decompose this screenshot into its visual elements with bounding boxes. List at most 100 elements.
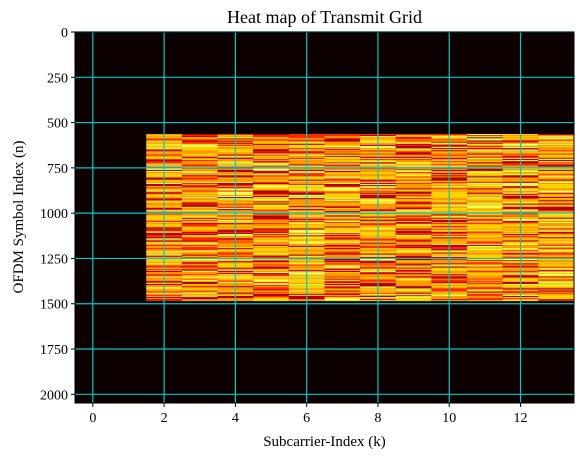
heatmap-cell [538,200,574,202]
heatmap-cell [324,179,361,182]
heatmap-cell [253,139,289,141]
heatmap-cell [253,215,289,217]
heatmap-cell [395,194,432,197]
heatmap-cell [467,176,503,178]
heatmap-cell [395,286,432,288]
heatmap-cell [253,173,289,175]
heatmap-cell [538,232,574,235]
heatmap-cell [467,172,503,174]
heatmap-cell [253,218,289,221]
heatmap-cell [538,205,574,208]
heatmap-cell [467,248,503,250]
heatmap-cell [538,227,574,229]
heatmap-cell [395,172,432,174]
y-tick-label: 250 [47,71,68,86]
heatmap-cell [253,273,289,275]
heatmap-cell [181,206,218,209]
heatmap-cell [467,255,503,258]
heatmap-cell [395,177,432,179]
heatmap-cell [467,214,503,216]
heatmap-cell [538,174,574,176]
heatmap-cell [253,238,289,240]
heatmap-cell [253,231,289,234]
heatmap-cell [467,264,503,266]
heatmap-cell [181,198,218,200]
heatmap-cell [181,137,218,139]
heatmap-cell [538,207,574,210]
heatmap-cell [538,266,574,268]
heatmap-cell [181,169,218,172]
heatmap-cell [181,273,218,275]
heatmap-cell [538,186,574,188]
heatmap-cell [324,230,361,233]
heatmap-cell [253,192,289,195]
heatmap-cell [324,262,361,264]
heatmap-cell [253,180,289,183]
heatmap-cell [324,270,361,273]
heatmap-cell [253,194,289,197]
heatmap-cell [538,263,574,265]
heatmap-cell [324,202,361,204]
heatmap-cell [324,295,361,298]
heatmap-cell [253,291,289,293]
heatmap-cell [324,164,361,166]
y-tick-label: 1750 [40,343,68,358]
heatmap-cell [538,243,574,246]
heatmap-cell [538,222,574,224]
heatmap-cell [538,178,574,180]
heatmap-cell [467,208,503,211]
heatmap-cell [181,299,218,301]
heatmap-cell [538,223,574,225]
heatmap-cell [181,244,218,247]
heatmap-cell [324,165,361,167]
heatmap-cell [181,253,218,255]
x-axis-label: Subcarrier-Index (k) [263,434,386,450]
heatmap-cell [467,281,503,284]
heatmap-cell [324,198,361,200]
heatmap-cell [395,247,432,249]
y-tick-label: 0 [61,26,68,41]
heatmap-cell [181,241,218,243]
heatmap-cell [253,140,289,142]
heatmap-cell [395,170,432,173]
heatmap-cell [467,148,503,150]
heatmap-cell [395,147,432,149]
heatmap-cell [181,254,218,257]
heatmap-cell [538,210,574,212]
heatmap-cell [538,188,574,190]
heatmap-cell [467,174,503,176]
heatmap-cell [253,274,289,276]
heatmap-cell [181,150,218,152]
heatmap-cell [324,267,361,270]
heatmap-cell [324,278,361,280]
heatmap-cell [324,223,361,225]
heatmap-cell [395,150,432,152]
heatmap-cell [467,295,503,298]
heatmap-cell [538,289,574,291]
heatmap-cell [467,165,503,167]
heatmap-cell [181,174,218,176]
heatmap-cell [181,256,218,259]
heatmap-cell [467,170,503,173]
heatmap-cell [324,210,361,212]
heatmap-cell [181,235,218,237]
heatmap-cell [395,240,432,242]
heatmap-cell [253,190,289,192]
heatmap-cell [395,135,432,137]
heatmap-cell [538,170,574,173]
heatmap-cell [253,150,289,152]
heatmap-cell [538,278,574,280]
heatmap-cell [395,231,432,234]
heatmap-cell [181,225,218,227]
heatmap-cell [253,193,289,196]
heatmap-cell [395,161,432,163]
heatmap-cell [253,213,289,215]
heatmap-cell [324,225,361,227]
heatmap-cell [181,205,218,208]
heatmap-cell [395,274,432,276]
heatmap-cell [538,274,574,276]
heatmap-cell [324,204,361,207]
heatmap-cell [395,143,432,146]
heatmap-cell [395,164,432,166]
heatmap-cell [324,172,361,174]
